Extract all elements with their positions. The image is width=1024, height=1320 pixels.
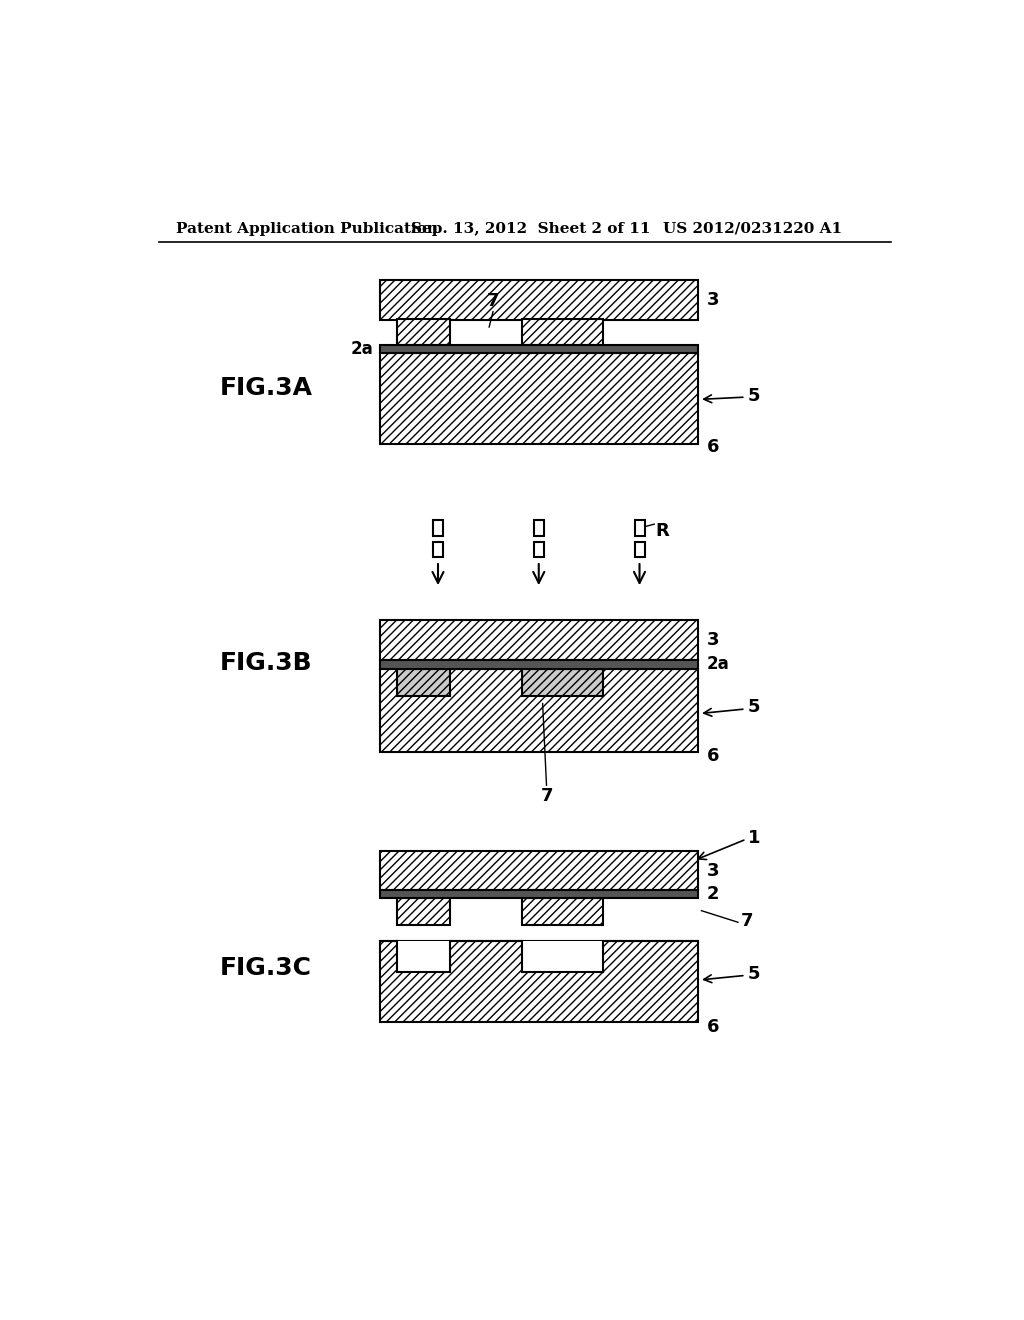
Bar <box>380 660 697 669</box>
Text: FIG.3A: FIG.3A <box>219 376 312 400</box>
Bar <box>635 520 645 536</box>
Bar <box>380 354 697 444</box>
Bar <box>635 543 645 557</box>
Bar <box>521 898 603 924</box>
Text: 7: 7 <box>486 292 500 310</box>
Text: 5: 5 <box>748 698 761 717</box>
Text: Patent Application Publication: Patent Application Publication <box>176 222 438 235</box>
Bar <box>521 669 603 696</box>
Bar <box>535 520 544 536</box>
Text: 6: 6 <box>707 438 720 455</box>
Bar <box>380 941 697 1022</box>
Text: US 2012/0231220 A1: US 2012/0231220 A1 <box>663 222 842 235</box>
Text: 3: 3 <box>707 631 720 649</box>
Bar <box>433 543 443 557</box>
Bar <box>521 319 603 345</box>
Text: R: R <box>655 521 669 540</box>
Text: 3: 3 <box>707 862 720 879</box>
Bar <box>535 543 544 557</box>
Bar <box>380 669 697 752</box>
Text: 6: 6 <box>707 747 720 766</box>
Bar <box>380 345 697 354</box>
Text: 5: 5 <box>748 387 761 404</box>
Text: 2a: 2a <box>707 655 730 673</box>
Text: 2: 2 <box>707 884 720 903</box>
Bar <box>380 280 697 321</box>
Bar <box>380 851 697 890</box>
Text: 6: 6 <box>707 1018 720 1036</box>
Text: 7: 7 <box>740 912 753 929</box>
Bar <box>397 319 450 345</box>
Bar <box>380 890 697 898</box>
Text: FIG.3C: FIG.3C <box>220 957 312 981</box>
Bar <box>397 941 450 973</box>
Text: 2a: 2a <box>351 339 374 358</box>
Text: Sep. 13, 2012  Sheet 2 of 11: Sep. 13, 2012 Sheet 2 of 11 <box>411 222 650 235</box>
Bar <box>433 520 443 536</box>
Text: 7: 7 <box>541 787 553 805</box>
Text: 5: 5 <box>748 965 761 983</box>
Bar <box>521 941 603 973</box>
Text: 3: 3 <box>707 292 720 309</box>
Bar <box>397 669 450 696</box>
Text: FIG.3B: FIG.3B <box>219 651 312 675</box>
Bar <box>397 898 450 924</box>
Text: 1: 1 <box>748 829 761 846</box>
Bar <box>380 620 697 660</box>
